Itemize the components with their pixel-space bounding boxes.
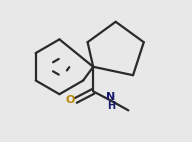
Text: O: O — [66, 95, 75, 105]
Text: N: N — [106, 92, 115, 102]
Text: H: H — [107, 101, 115, 111]
